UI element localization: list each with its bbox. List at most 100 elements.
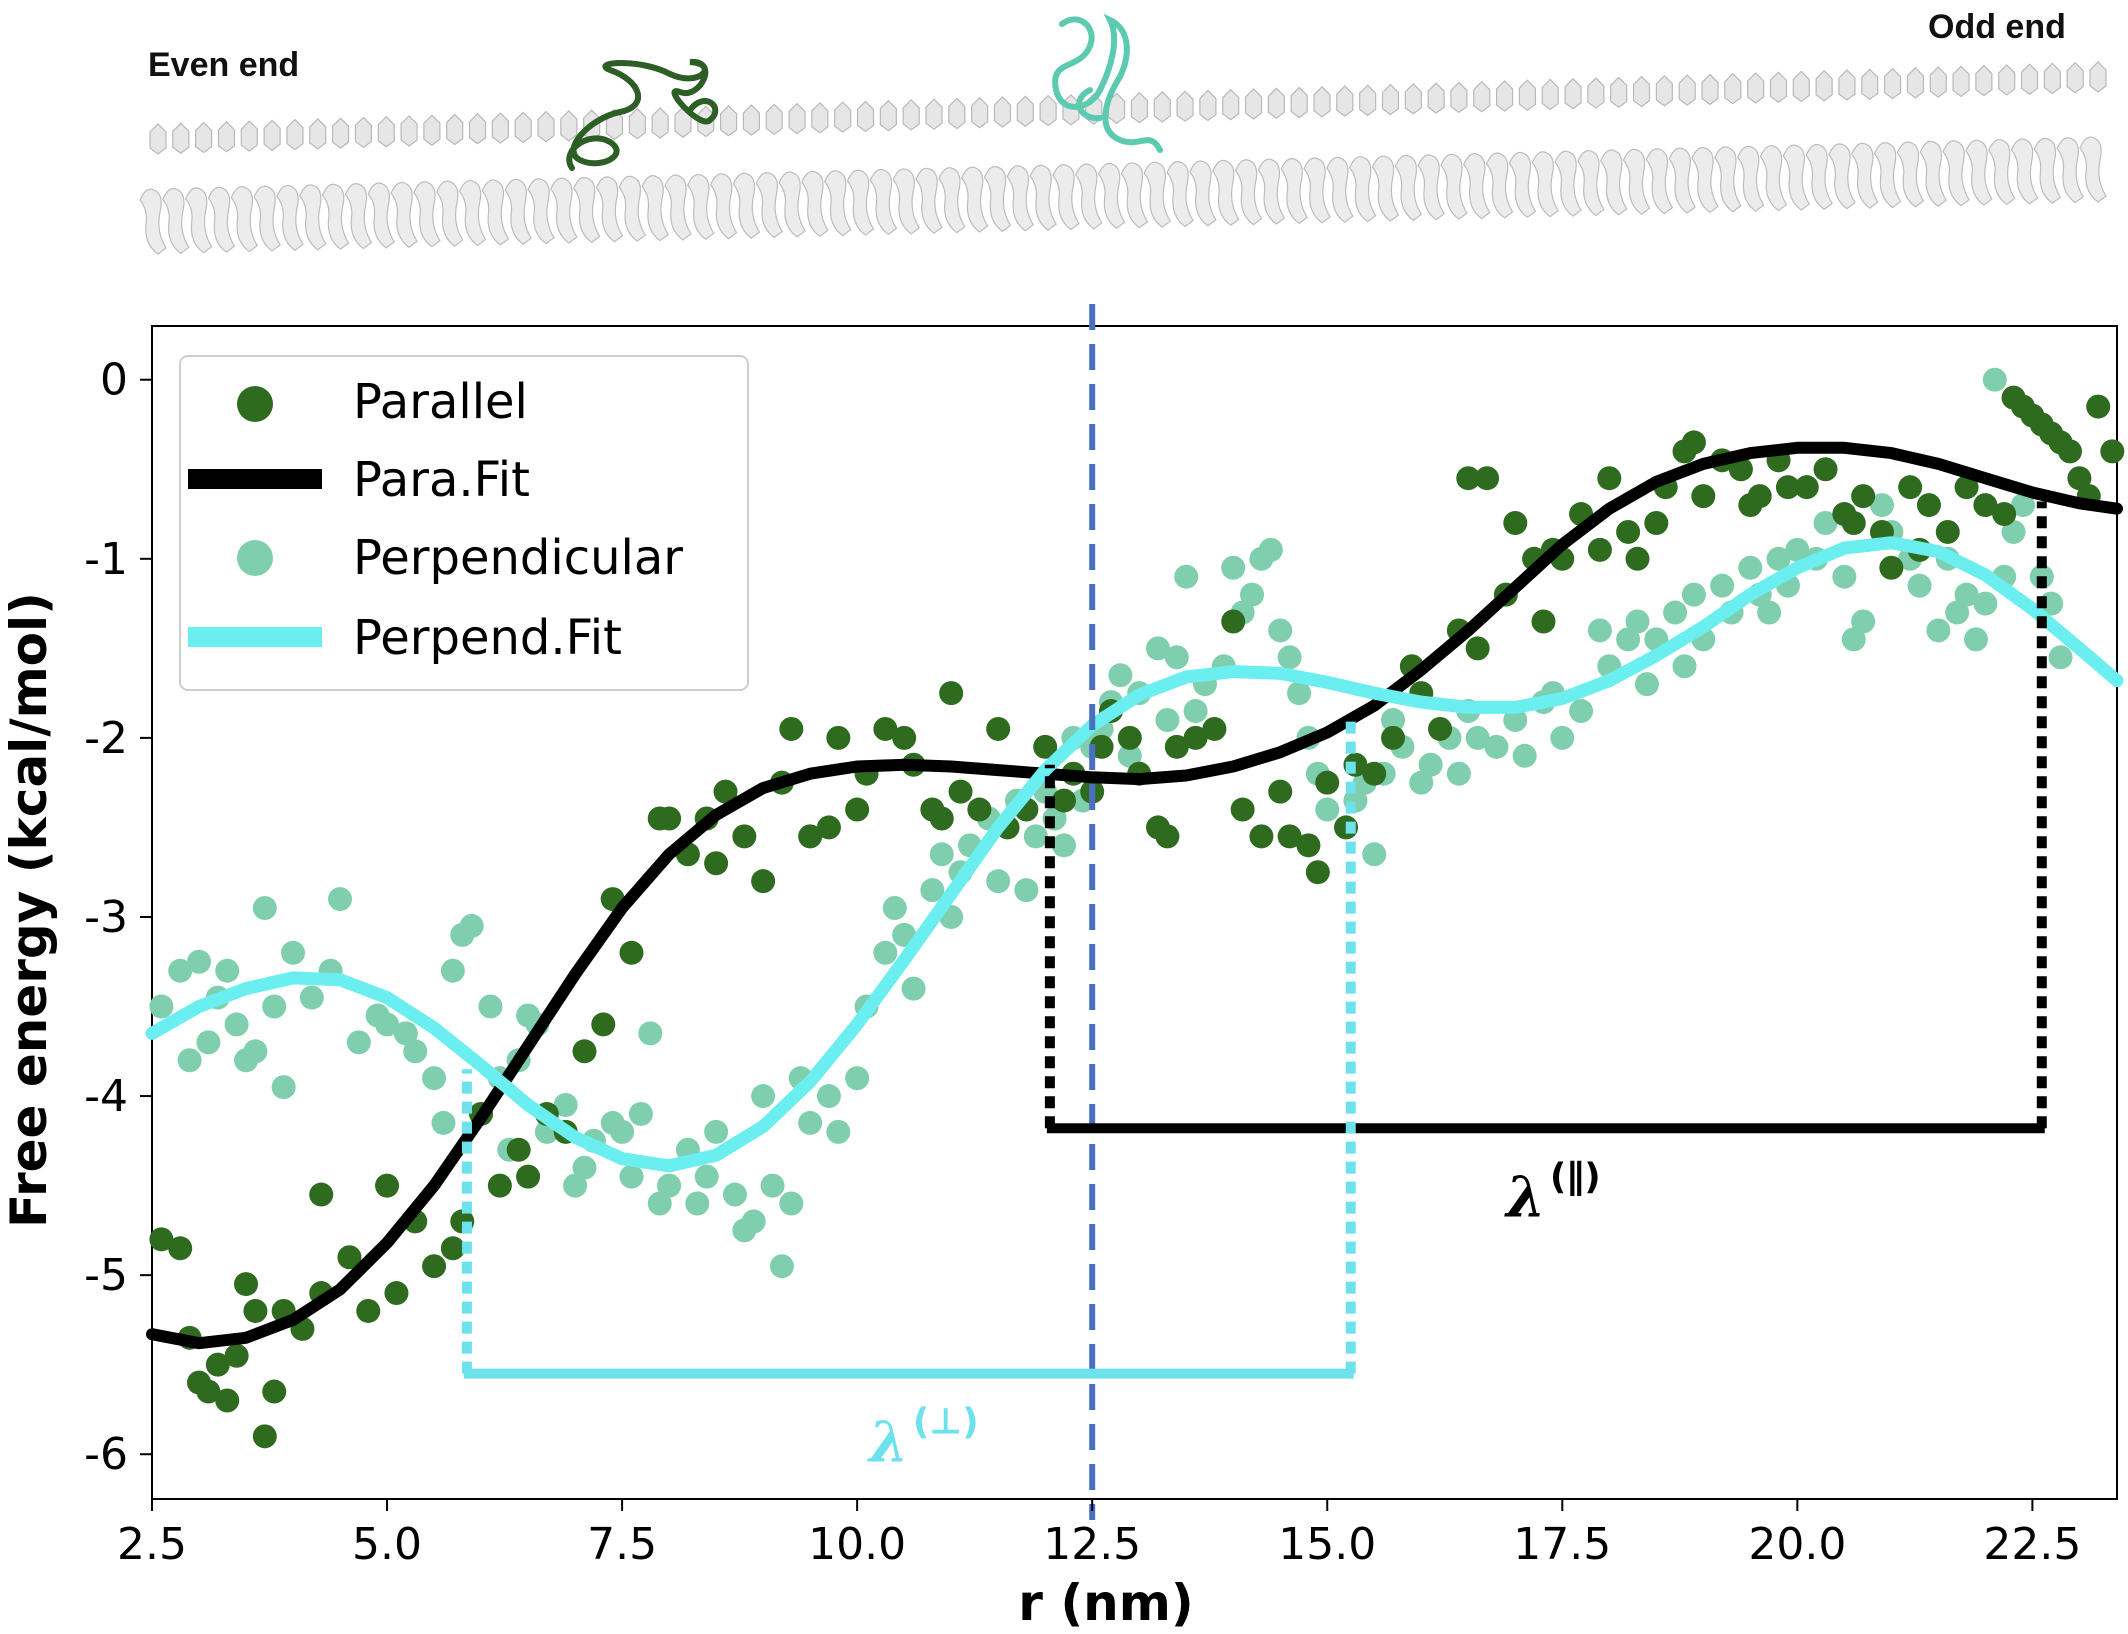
point-perpendicular	[722, 1182, 747, 1207]
fibril-bottom-unit	[458, 179, 487, 247]
fibril-top-unit	[354, 116, 373, 149]
fibril-bottom-unit	[1645, 148, 1674, 215]
fibril-top-unit	[742, 104, 761, 136]
point-perpendicular	[2010, 493, 2035, 518]
point-parallel	[149, 1227, 174, 1252]
point-parallel	[1221, 609, 1246, 634]
point-perpendicular	[1550, 725, 1575, 750]
line-perpend-fit	[145, 536, 2124, 1173]
point-perpendicular	[177, 1048, 202, 1073]
point-perpendicular	[694, 1164, 719, 1189]
point-perpendicular	[1258, 537, 1283, 562]
point-perpendicular	[1465, 725, 1490, 750]
point-parallel	[1362, 761, 1387, 786]
x-tick-label: 15.0	[1278, 1519, 1376, 1570]
fibril-top-unit	[1176, 90, 1194, 122]
point-perpendicular	[1287, 681, 1312, 706]
plot-frame	[151, 325, 2118, 1500]
point-parallel	[657, 806, 682, 831]
fibril-top-unit	[423, 114, 441, 146]
point-perpendicular	[196, 1030, 221, 1055]
fibril-bottom-unit	[1417, 154, 1445, 221]
legend-label-perpend-fit: Perpend.Fit	[353, 610, 622, 666]
point-perpendicular	[816, 1084, 841, 1109]
x-tick-label: 17.5	[1513, 1519, 1611, 1570]
fibril-bottom-unit	[1463, 153, 1491, 220]
point-parallel	[1531, 609, 1556, 634]
fibril-bottom-unit	[1988, 138, 2016, 206]
fibril-bottom-unit	[527, 178, 555, 245]
point-parallel	[1916, 493, 1941, 518]
point-parallel	[1616, 519, 1641, 544]
fibril-bottom-unit	[344, 183, 373, 250]
legend-marker-perpendicular	[237, 540, 273, 576]
fibril-top-unit	[1404, 83, 1422, 115]
y-tick-label: -3	[84, 892, 128, 943]
fibril-top-unit	[1336, 85, 1354, 117]
point-perpendicular	[619, 1164, 644, 1189]
point-parallel	[1202, 716, 1227, 741]
point-parallel	[337, 1245, 362, 1270]
fibril-bottom-unit	[1622, 148, 1651, 215]
fibril-bottom-unit	[1896, 141, 1925, 208]
point-parallel	[1841, 510, 1866, 535]
fibril-bottom-unit	[641, 175, 669, 242]
point-perpendicular	[657, 1173, 682, 1198]
fibril-bottom-unit	[1691, 146, 1719, 214]
point-parallel	[892, 725, 917, 750]
point-parallel	[1681, 430, 1706, 455]
fibril-bottom-unit	[321, 183, 350, 250]
fibril-top-unit	[1267, 87, 1285, 120]
fibril-bottom-unit	[595, 176, 624, 243]
fibril-bottom-unit	[1394, 154, 1423, 222]
point-perpendicular	[685, 1191, 710, 1216]
point-parallel	[215, 1388, 240, 1413]
point-parallel	[929, 806, 954, 831]
point-perpendicular	[1569, 699, 1594, 724]
line-para-fit	[146, 441, 2123, 1350]
fibril-top-unit	[1838, 69, 1856, 101]
point-perpendicular	[760, 1173, 785, 1198]
point-perpendicular	[929, 842, 954, 867]
fibril-top-unit	[1792, 70, 1810, 103]
fibril-top-unit	[1906, 66, 1925, 99]
point-perpendicular	[798, 1110, 823, 1135]
point-parallel	[1296, 833, 1321, 858]
fibril-bottom-unit	[801, 170, 829, 238]
point-parallel	[845, 797, 870, 822]
point-parallel	[1503, 510, 1528, 535]
point-perpendicular	[1663, 600, 1688, 625]
fibril-bottom-unit	[1508, 151, 1537, 219]
point-parallel	[1851, 484, 1876, 509]
point-perpendicular	[2001, 519, 2026, 544]
fibril-bottom-unit	[1189, 160, 1217, 227]
point-perpendicular	[1785, 537, 1810, 562]
fibril-bottom-unit	[139, 188, 167, 255]
fibril-bottom-unit	[1029, 164, 1057, 231]
fibril-top-unit	[1153, 91, 1171, 123]
point-perpendicular	[2048, 645, 2073, 670]
point-perpendicular	[224, 1012, 249, 1037]
fibril-bottom-unit	[207, 186, 236, 253]
point-perpendicular	[741, 1209, 766, 1234]
y-tick-label: -5	[84, 1250, 128, 1301]
fibril-top-unit	[1473, 80, 1491, 113]
point-parallel	[243, 1298, 268, 1323]
y-tick-label: -4	[84, 1071, 128, 1122]
point-perpendicular	[647, 1191, 672, 1216]
point-perpendicular	[1183, 699, 1208, 724]
fibril-bottom-unit	[413, 181, 441, 248]
fibril-top-unit	[1815, 69, 1833, 102]
lambda-parallel-symbol: λ	[1504, 1164, 1545, 1230]
fibril-bottom-unit	[938, 167, 966, 234]
legend-label-parallel: Parallel	[353, 374, 528, 430]
point-parallel	[1277, 824, 1302, 849]
monomer-parallel	[566, 59, 719, 171]
point-perpendicular	[610, 1119, 635, 1144]
point-perpendicular	[873, 940, 898, 965]
fibril-bottom-unit	[1212, 159, 1240, 226]
y-axis-title: Free energy (kcal/mol)	[0, 592, 58, 1228]
point-perpendicular	[1832, 564, 1857, 589]
fibril-top-unit	[856, 100, 875, 133]
point-parallel	[1428, 716, 1453, 741]
